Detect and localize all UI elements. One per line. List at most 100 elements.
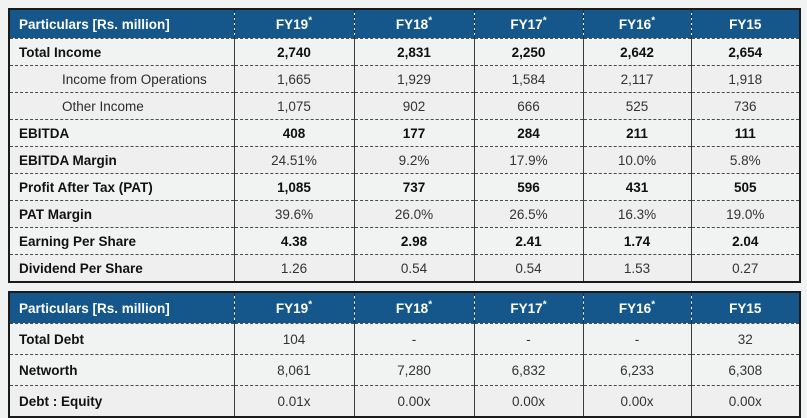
cell-value: 111 [690,119,800,147]
cell-value: 666 [473,92,583,120]
cell-value: - [353,323,474,355]
cell-value: 24.51% [233,146,354,174]
cell-value: 9.2% [353,146,474,174]
row-total-income: Total Income 2,740 2,831 2,250 2,642 2,6… [8,38,800,66]
debt-header-particulars: Particulars [Rs. million] [9,291,234,324]
row-pat-margin: PAT Margin 39.6% 26.0% 26.5% 16.3% 19.0% [8,200,800,228]
pnl-header-row: Particulars [Rs. million] FY19* FY18* FY… [9,8,800,39]
cell-value: 505 [690,173,800,201]
cell-value: 0.00x [690,385,800,417]
debt-header-fy19: FY19* [233,291,354,324]
pnl-header-fy16: FY16* [582,8,691,39]
cell-value: 596 [473,173,583,201]
cell-value: 1,584 [473,65,583,93]
debt-header-row: Particulars [Rs. million] FY19* FY18* FY… [9,291,800,324]
cell-value: 0.54 [353,254,474,282]
cell-value: 2,117 [582,65,691,93]
cell-value: 1.74 [582,227,691,255]
cell-value: 431 [582,173,691,201]
cell-value: 525 [582,92,691,120]
row-ebitda: EBITDA 408 177 284 211 111 [8,119,800,147]
pnl-header-particulars: Particulars [Rs. million] [9,8,234,39]
row-label: Dividend Per Share [8,254,234,282]
cell-value: 1,918 [690,65,800,93]
cell-value: 10.0% [582,146,691,174]
cell-value: 211 [582,119,691,147]
debt-header-fy17: FY17* [473,291,583,324]
cell-value: 2,740 [233,38,354,66]
cell-value: 16.3% [582,200,691,228]
row-label: Networth [8,354,234,386]
cell-value: 26.0% [353,200,474,228]
footnote-asterisk: * [651,15,656,26]
cell-value: 0.00x [582,385,691,417]
footnote-asterisk: * [428,299,433,310]
cell-value: 902 [353,92,474,120]
debt-summary-table: Particulars [Rs. million] FY19* FY18* FY… [8,291,801,418]
row-label: EBITDA [8,119,234,147]
cell-value: 7,280 [353,354,474,386]
row-label: Total Income [8,38,234,66]
row-ebitda-margin: EBITDA Margin 24.51% 9.2% 17.9% 10.0% 5.… [8,146,800,174]
cell-value: 6,233 [582,354,691,386]
row-debt-equity: Debt : Equity 0.01x 0.00x 0.00x 0.00x 0.… [8,385,800,417]
row-label: Profit After Tax (PAT) [8,173,234,201]
pnl-summary-table: Particulars [Rs. million] FY19* FY18* FY… [8,8,801,283]
cell-value: 17.9% [473,146,583,174]
footnote-asterisk: * [308,15,313,26]
cell-value: 1,085 [233,173,354,201]
cell-value: 1,075 [233,92,354,120]
cell-value: - [582,323,691,355]
pnl-header-fy19: FY19* [233,8,354,39]
row-label: Income from Operations [8,65,234,93]
row-label: Earning Per Share [8,227,234,255]
pnl-header-fy15: FY15 [690,8,800,39]
cell-value: 6,308 [690,354,800,386]
pnl-header-fy17: FY17* [473,8,583,39]
cell-value: 2,642 [582,38,691,66]
footnote-asterisk: * [542,15,547,26]
cell-value: 177 [353,119,474,147]
cell-value: 0.01x [233,385,354,417]
debt-header-fy16: FY16* [582,291,691,324]
row-label: Debt : Equity [8,385,234,417]
cell-value: 4.38 [233,227,354,255]
cell-value: - [473,323,583,355]
row-label: EBITDA Margin [8,146,234,174]
row-dividend-per-share: Dividend Per Share 1.26 0.54 0.54 1.53 0… [8,254,800,282]
footnote-asterisk: * [308,299,313,310]
cell-value: 284 [473,119,583,147]
cell-value: 737 [353,173,474,201]
row-income-from-operations: Income from Operations 1,665 1,929 1,584… [8,65,800,93]
cell-value: 2,654 [690,38,800,66]
cell-value: 2,831 [353,38,474,66]
footnote-asterisk: * [651,299,656,310]
cell-value: 5.8% [690,146,800,174]
cell-value: 0.00x [473,385,583,417]
page: Particulars [Rs. million] FY19* FY18* FY… [8,8,801,418]
cell-value: 26.5% [473,200,583,228]
cell-value: 2.98 [353,227,474,255]
cell-value: 2.41 [473,227,583,255]
cell-value: 2.04 [690,227,800,255]
pnl-header-fy18: FY18* [353,8,474,39]
row-label: Total Debt [8,323,234,355]
cell-value: 8,061 [233,354,354,386]
cell-value: 736 [690,92,800,120]
row-earning-per-share: Earning Per Share 4.38 2.98 2.41 1.74 2.… [8,227,800,255]
cell-value: 0.00x [353,385,474,417]
row-profit-after-tax: Profit After Tax (PAT) 1,085 737 596 431… [8,173,800,201]
cell-value: 1.53 [582,254,691,282]
cell-value: 104 [233,323,354,355]
row-other-income: Other Income 1,075 902 666 525 736 [8,92,800,120]
row-total-debt: Total Debt 104 - - - 32 [8,323,800,355]
footnote-asterisk: * [428,15,433,26]
cell-value: 1.26 [233,254,354,282]
cell-value: 19.0% [690,200,800,228]
cell-value: 1,929 [353,65,474,93]
cell-value: 32 [690,323,800,355]
row-networth: Networth 8,061 7,280 6,832 6,233 6,308 [8,354,800,386]
cell-value: 39.6% [233,200,354,228]
cell-value: 408 [233,119,354,147]
debt-header-fy15: FY15 [690,291,800,324]
